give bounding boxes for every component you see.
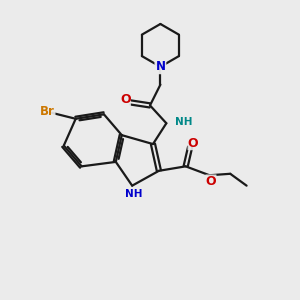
Text: Br: Br	[40, 105, 55, 118]
Text: NH: NH	[175, 117, 193, 127]
Text: NH: NH	[125, 189, 142, 199]
Text: O: O	[120, 93, 130, 106]
Text: O: O	[188, 137, 198, 150]
Text: N: N	[155, 60, 165, 73]
Text: O: O	[206, 175, 216, 188]
